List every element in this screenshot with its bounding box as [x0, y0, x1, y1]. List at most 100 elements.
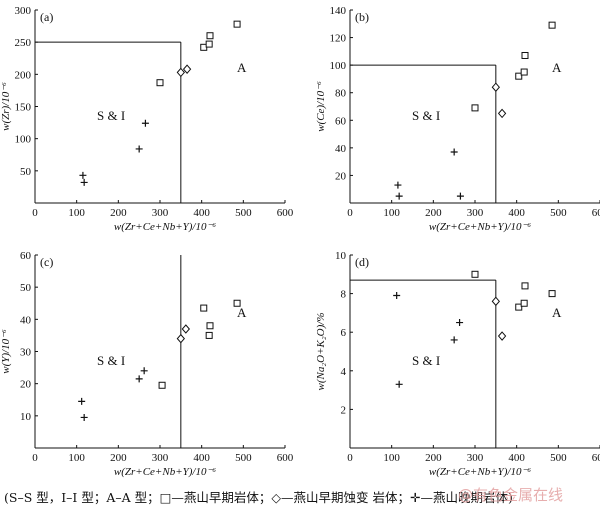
- x-tick-label: 300: [467, 207, 484, 219]
- region-label-s-i: S & I: [412, 108, 440, 123]
- x-axis-label: w(Zr+Ce+Nb+Y)/10⁻⁶: [114, 221, 216, 233]
- point-square: [158, 381, 166, 389]
- panel-3: 0 100 200 300 400 500 600 10 20 30 40 50 60 w(Zr+Ce+N…: [0, 250, 294, 478]
- panel-4: 0 100 200 300 400 500 600 2 4 6 8 10 w(Zr+Ce+Nb+Y)/1…: [315, 250, 600, 478]
- y-tick-label: 150: [15, 102, 32, 114]
- point-square: [515, 303, 523, 311]
- region-label-a: A: [237, 305, 247, 320]
- x-tick-label: 500: [550, 452, 567, 464]
- point-square: [520, 68, 528, 76]
- x-tick-label: 0: [347, 452, 353, 464]
- point-cross: [80, 178, 88, 186]
- y-tick-label: 8: [341, 289, 347, 301]
- point-square: [471, 104, 479, 112]
- region-label-a: A: [552, 60, 562, 75]
- point-square: [471, 270, 479, 278]
- point-cross: [456, 192, 464, 200]
- y-axis-label: w(Zr)/10⁻⁶: [0, 82, 12, 131]
- point-cross: [79, 171, 87, 179]
- point-cross: [135, 145, 143, 153]
- y-tick-label: 10: [335, 250, 347, 262]
- x-tick-label: 100: [383, 207, 400, 219]
- point-cross: [78, 397, 86, 405]
- point-cross: [141, 119, 149, 127]
- point-square: [205, 331, 213, 339]
- point-square: [548, 21, 556, 29]
- panel-2: 0 100 200 300 400 500 600 20 40 60 80 100 120 140 w(Zr…: [315, 5, 600, 233]
- region-label-a: A: [237, 60, 247, 75]
- y-tick-label: 250: [15, 37, 32, 49]
- point-cross: [395, 380, 403, 388]
- y-tick-label: 2: [341, 404, 347, 416]
- y-tick-label: 100: [330, 60, 347, 72]
- point-square: [205, 40, 213, 48]
- x-tick-label: 200: [110, 207, 127, 219]
- point-cross: [393, 292, 401, 300]
- y-tick-label: 120: [330, 33, 347, 45]
- point-square: [206, 322, 214, 330]
- x-axis-label: w(Zr+Ce+Nb+Y)/10⁻⁶: [429, 466, 531, 478]
- y-tick-label: 50: [20, 282, 32, 294]
- point-diamond: [491, 82, 500, 92]
- point-cross: [456, 319, 464, 327]
- y-tick-label: 50: [20, 166, 32, 178]
- x-tick-label: 0: [347, 207, 353, 219]
- x-tick-label: 200: [425, 207, 442, 219]
- y-tick-label: 100: [15, 134, 32, 146]
- y-tick-label: 60: [335, 115, 347, 127]
- point-cross: [394, 181, 402, 189]
- y-tick-label: 4: [341, 366, 347, 378]
- x-tick-label: 500: [550, 207, 567, 219]
- figure-caption: (S–S 型，I–I 型；A–A 型；□—燕山早期岩体；◇—燕山早期蚀变 岩体；…: [4, 490, 513, 505]
- point-diamond: [176, 333, 185, 344]
- point-cross: [135, 375, 143, 383]
- x-tick-label: 500: [235, 207, 252, 219]
- y-axis-label: w(Na₂O+K₂O)/%: [315, 312, 327, 390]
- point-cross: [395, 192, 403, 200]
- y-tick-label: 200: [15, 69, 32, 81]
- point-square: [233, 299, 241, 307]
- point-cross: [140, 367, 148, 375]
- x-tick-label: 200: [110, 452, 127, 464]
- x-tick-label: 0: [32, 452, 38, 464]
- x-tick-label: 400: [508, 452, 525, 464]
- y-axis-label: w(Y)/10⁻⁶: [0, 329, 12, 374]
- y-tick-label: 20: [20, 379, 32, 391]
- x-tick-label: 100: [68, 207, 85, 219]
- y-tick-label: 10: [20, 411, 32, 423]
- point-square: [548, 290, 556, 298]
- y-tick-label: 80: [335, 88, 347, 100]
- point-square: [200, 304, 208, 312]
- x-tick-label: 0: [32, 207, 38, 219]
- y-axis-label: w(Ce)/10⁻⁶: [315, 81, 327, 132]
- y-tick-label: 300: [15, 5, 32, 17]
- point-diamond: [176, 67, 185, 78]
- y-tick-label: 6: [341, 327, 347, 339]
- x-tick-label: 300: [152, 452, 169, 464]
- y-tick-label: 40: [335, 143, 347, 155]
- point-diamond: [497, 331, 507, 341]
- watermark: @有色金属在线: [458, 486, 564, 504]
- point-diamond: [182, 64, 192, 74]
- x-axis-label: w(Zr+Ce+Nb+Y)/10⁻⁶: [429, 221, 531, 233]
- y-tick-label: 20: [335, 170, 347, 182]
- x-tick-label: 600: [277, 207, 294, 219]
- x-tick-label: 400: [508, 207, 525, 219]
- point-diamond: [491, 296, 500, 307]
- panel-label: (c): [40, 255, 53, 269]
- region-label-s-i: S & I: [412, 353, 440, 368]
- point-square: [520, 299, 528, 307]
- point-square: [156, 79, 164, 87]
- x-tick-label: 500: [235, 452, 252, 464]
- x-tick-label: 200: [425, 452, 442, 464]
- x-tick-label: 400: [193, 207, 210, 219]
- y-tick-label: 30: [20, 347, 32, 359]
- x-tick-label: 400: [193, 452, 210, 464]
- point-square: [206, 32, 214, 40]
- region-label-s-i: S & I: [97, 353, 125, 368]
- x-tick-label: 100: [68, 452, 85, 464]
- x-tick-label: 100: [383, 452, 400, 464]
- x-tick-label: 600: [592, 207, 600, 219]
- y-tick-label: 40: [20, 314, 32, 326]
- point-diamond: [497, 108, 507, 119]
